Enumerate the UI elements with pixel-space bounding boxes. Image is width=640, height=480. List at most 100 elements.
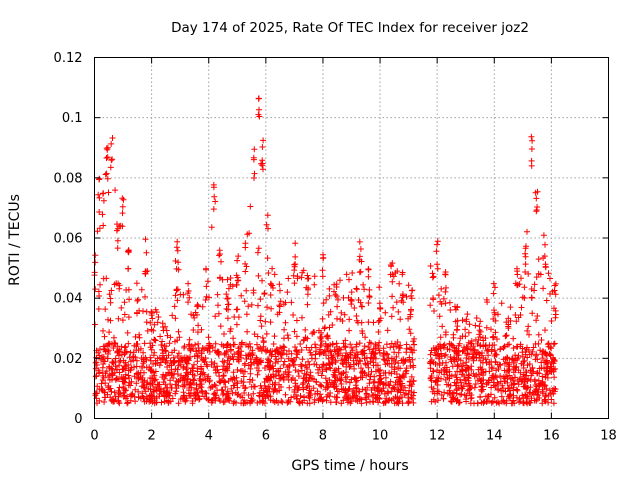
data-point <box>284 289 291 296</box>
data-point <box>108 157 115 164</box>
data-point <box>210 184 217 191</box>
data-point <box>110 360 117 367</box>
data-point <box>343 378 350 385</box>
data-point <box>242 240 249 247</box>
data-point <box>372 355 379 362</box>
data-point <box>194 395 201 401</box>
data-point <box>452 372 459 378</box>
data-point <box>342 386 349 393</box>
data-point <box>528 162 535 169</box>
data-point <box>366 339 373 346</box>
data-point <box>438 301 445 307</box>
data-point <box>375 318 382 325</box>
data-point <box>480 337 487 344</box>
data-point <box>224 276 231 283</box>
data-point <box>106 386 112 393</box>
data-point <box>282 391 289 398</box>
data-point <box>150 352 157 359</box>
data-point <box>533 207 540 213</box>
data-point <box>171 303 178 310</box>
data-point <box>92 259 99 266</box>
data-point <box>405 399 412 406</box>
data-point <box>359 328 366 334</box>
data-point <box>119 223 126 230</box>
data-point <box>255 95 262 102</box>
data-point <box>408 394 415 401</box>
data-point <box>142 388 149 395</box>
data-point <box>287 398 294 405</box>
data-point <box>503 332 510 339</box>
data-point <box>320 300 327 307</box>
data-point <box>410 378 417 385</box>
data-point <box>276 309 283 316</box>
data-point <box>360 281 367 288</box>
data-point <box>194 352 201 359</box>
data-point <box>530 344 537 351</box>
data-point <box>135 347 142 354</box>
data-point <box>96 370 103 377</box>
data-point <box>108 365 115 372</box>
data-point <box>468 340 475 347</box>
data-point <box>161 375 168 382</box>
data-point <box>158 342 165 348</box>
data-point <box>114 237 121 244</box>
data-point <box>157 359 164 366</box>
data-point <box>259 397 266 404</box>
data-point <box>545 399 552 406</box>
data-point <box>544 357 550 364</box>
data-point <box>281 358 288 365</box>
data-point <box>338 381 345 387</box>
data-point <box>114 343 121 350</box>
data-point <box>172 366 179 373</box>
data-point <box>435 397 441 404</box>
data-point <box>288 394 295 401</box>
data-point <box>319 368 326 375</box>
data-point <box>337 316 344 323</box>
data-point <box>158 385 164 392</box>
data-point <box>163 327 170 334</box>
data-point <box>522 269 529 275</box>
data-point <box>500 356 507 363</box>
data-point <box>195 322 202 329</box>
data-point <box>376 284 383 291</box>
data-point <box>505 321 512 328</box>
data-point <box>235 351 242 358</box>
data-point <box>251 331 258 338</box>
data-point <box>468 366 475 373</box>
data-point <box>231 341 238 348</box>
data-point <box>244 399 251 406</box>
data-point <box>552 386 559 393</box>
data-point <box>103 155 110 161</box>
data-point <box>329 322 336 328</box>
data-point <box>224 365 231 372</box>
data-point <box>381 390 388 397</box>
data-point <box>298 363 304 370</box>
data-point <box>141 356 147 363</box>
data-point <box>277 344 284 351</box>
data-point <box>143 393 150 400</box>
data-point <box>427 374 434 381</box>
data-point <box>226 361 233 368</box>
data-point <box>210 206 217 213</box>
data-point <box>362 334 369 341</box>
data-point <box>264 304 271 311</box>
data-point <box>524 362 531 369</box>
data-point <box>311 399 318 406</box>
data-point <box>510 345 517 352</box>
data-point <box>260 166 266 173</box>
data-point <box>347 297 354 304</box>
data-point <box>394 339 401 345</box>
data-point <box>226 397 233 404</box>
x-tick-label: 12 <box>429 429 446 444</box>
data-point <box>269 282 276 289</box>
data-point <box>527 376 534 383</box>
data-point <box>267 319 274 326</box>
data-point <box>374 395 381 402</box>
data-point <box>528 133 535 140</box>
data-point <box>271 333 278 340</box>
data-point <box>496 400 503 407</box>
data-point <box>353 378 360 385</box>
data-point <box>143 381 150 388</box>
data-point <box>233 306 240 313</box>
data-point <box>104 175 111 182</box>
